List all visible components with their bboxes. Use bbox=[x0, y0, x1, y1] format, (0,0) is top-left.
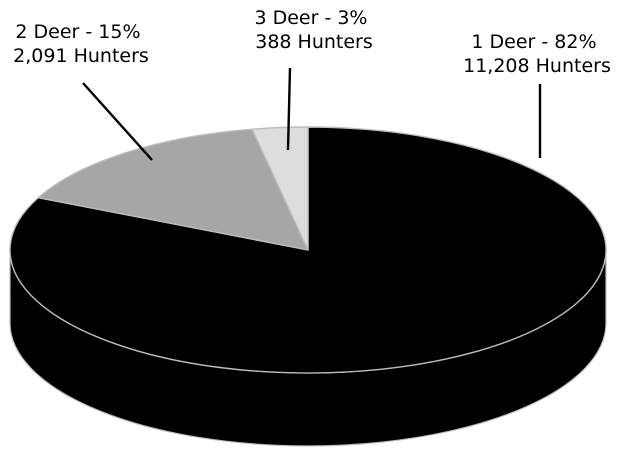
label-3-deer-hunters: 388 Hunters bbox=[255, 31, 373, 53]
label-2-deer-percent: 2 Deer - 15% bbox=[15, 21, 140, 43]
label-2-deer-hunters: 2,091 Hunters bbox=[13, 45, 149, 67]
leader-line-3-deer bbox=[286, 67, 292, 151]
pie-top bbox=[9, 126, 607, 374]
leader-line-2-deer bbox=[82, 82, 153, 161]
pie-slice-1-deer bbox=[9, 126, 607, 374]
label-3-deer: 3 Deer - 3% 388 Hunters bbox=[254, 7, 373, 53]
leader-lines bbox=[82, 67, 542, 161]
label-3-deer-percent: 3 Deer - 3% bbox=[254, 7, 367, 29]
label-1-deer-hunters: 11,208 Hunters bbox=[463, 55, 611, 77]
pie-slice-2-deer bbox=[37, 128, 309, 251]
label-2-deer: 2 Deer - 15% 2,091 Hunters bbox=[13, 21, 149, 67]
label-1-deer-percent: 1 Deer - 82% bbox=[471, 31, 596, 53]
slice-labels: 1 Deer - 82% 11,208 Hunters 2 Deer - 15%… bbox=[13, 7, 611, 77]
label-1-deer: 1 Deer - 82% 11,208 Hunters bbox=[463, 31, 611, 77]
pie-slice-3-deer bbox=[251, 126, 309, 251]
